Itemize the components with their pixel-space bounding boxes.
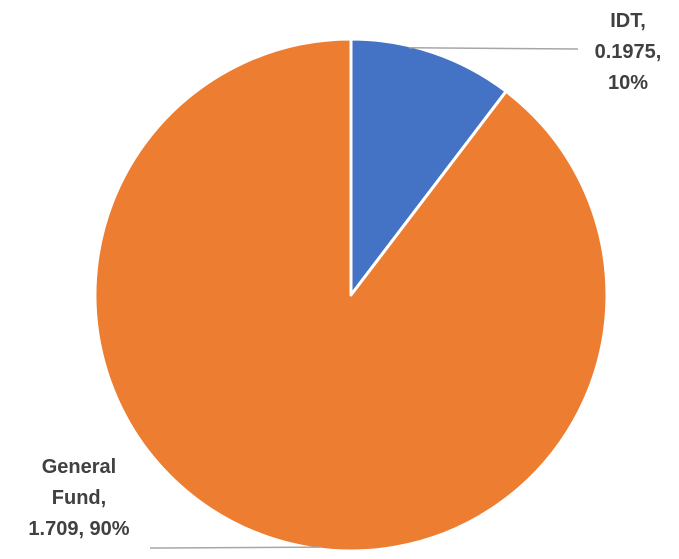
pie-slice-idt bbox=[349, 37, 508, 297]
data-label-general-fund: General Fund, 1.709, 90% bbox=[0, 452, 158, 545]
leader-line-general-fund bbox=[150, 546, 321, 549]
data-label-general-fund-line-2: Fund, bbox=[51, 487, 107, 509]
data-label-idt-line-2: 0.1975, bbox=[594, 41, 662, 63]
data-label-idt-line-1: IDT, bbox=[610, 10, 646, 32]
pie-slice-general-fund bbox=[93, 37, 609, 553]
data-label-general-fund-line-3: 1.709, 90% bbox=[28, 518, 130, 540]
data-label-idt-line-3: 10% bbox=[607, 72, 649, 94]
leader-line-idt bbox=[408, 46, 579, 50]
data-label-general-fund-line-1: General bbox=[41, 456, 117, 478]
data-label-idt: IDT, 0.1975, 10% bbox=[578, 6, 678, 99]
